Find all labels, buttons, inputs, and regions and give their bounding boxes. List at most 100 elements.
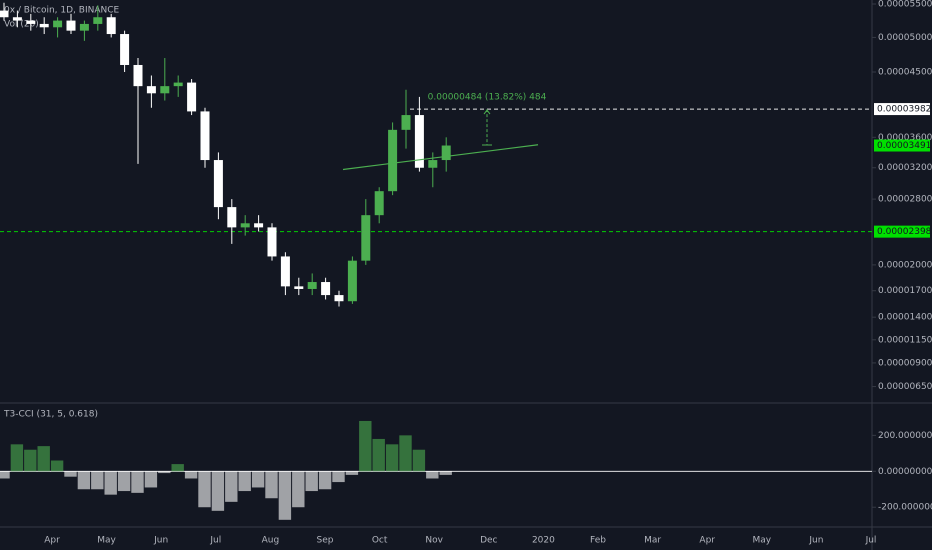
x-tick-label: Nov <box>425 536 443 546</box>
x-tick-label: Mar <box>644 536 661 546</box>
candle-body <box>120 34 130 65</box>
x-tick-label: 2020 <box>532 536 555 546</box>
candle-body <box>0 10 9 18</box>
candle-body <box>187 82 197 112</box>
price-label-box <box>874 139 930 152</box>
candle-body <box>240 223 250 228</box>
candle-body <box>53 20 63 28</box>
cci-bar <box>251 471 265 488</box>
price-label-box <box>874 103 930 116</box>
candle-body <box>133 64 143 87</box>
x-tick-label: Dec <box>480 536 497 546</box>
cci-bar <box>225 471 238 502</box>
candle-body <box>280 256 290 287</box>
cci-bar <box>318 471 332 490</box>
candle-body <box>321 282 331 296</box>
candle-body <box>361 215 371 261</box>
candle-body <box>93 17 103 24</box>
y-tick-label: 0.00001150 <box>878 335 932 345</box>
y-tick-label: 0.00000900 <box>878 358 932 368</box>
cci-bar <box>399 435 412 472</box>
x-tick-label: Jun <box>808 536 823 546</box>
y-tick-label: 0.00001400 <box>878 313 932 323</box>
y-tick-label: 0.00005000 <box>878 33 932 43</box>
cci-bar <box>104 471 117 495</box>
candle-body <box>200 111 210 161</box>
candle-body <box>441 145 451 161</box>
cci-bar <box>278 471 292 520</box>
candle-body <box>347 260 357 302</box>
cci-bar <box>238 471 251 492</box>
volume-label: Vol (20) <box>4 20 39 30</box>
candle-body <box>106 17 116 35</box>
candle-body <box>388 129 398 192</box>
cci-bar <box>211 471 225 511</box>
cci-bar <box>24 449 37 472</box>
candle-body <box>12 17 22 21</box>
measure-label: 0.00000484 (13.82%) 484 <box>428 93 547 103</box>
indicator-title: T3-CCI (31, 5, 0.618) <box>3 410 98 420</box>
y-tick-label: 200.00000000 <box>878 431 932 441</box>
y-tick-label: 0.00000650 <box>878 382 932 392</box>
cci-bar <box>10 444 24 472</box>
price-label: 0.00002398 <box>877 227 932 237</box>
cci-bar <box>439 471 452 475</box>
cci-bar <box>50 460 64 472</box>
cci-bar <box>158 471 171 474</box>
candle-body <box>267 227 277 257</box>
y-tick-label: 0.00003600 <box>878 133 932 143</box>
cci-bar <box>292 471 305 508</box>
cci-bar <box>345 471 359 475</box>
candle-body <box>66 20 76 31</box>
y-tick-label: 0.00003200 <box>878 163 932 173</box>
x-tick-label: May <box>97 536 116 546</box>
x-tick-label: Sep <box>317 536 334 546</box>
cci-bar <box>198 471 211 508</box>
candle-body <box>213 160 223 208</box>
cci-bar <box>265 471 278 499</box>
x-tick-label: May <box>752 536 771 546</box>
chart-title: 0x / Bitcoin, 1D, BINANCE <box>4 6 120 16</box>
candle-body <box>160 86 170 94</box>
cci-bar <box>131 471 144 493</box>
price-label: 0.00003982 <box>877 105 931 115</box>
cci-bar <box>64 471 77 477</box>
y-tick-label: 0.00001700 <box>878 286 932 296</box>
measure-arrow <box>483 109 491 115</box>
cci-bar <box>117 471 131 492</box>
candle-body <box>227 207 237 228</box>
cci-bar <box>144 471 158 488</box>
x-tick-label: Aug <box>262 536 280 546</box>
candle-body <box>334 295 344 302</box>
candle-body <box>173 82 183 87</box>
cci-bar <box>426 471 439 479</box>
x-tick-label: Oct <box>372 536 388 546</box>
cci-bar <box>385 444 399 472</box>
y-tick-label: 0.00004500 <box>878 67 932 77</box>
y-tick-label: 0.00000000 <box>878 467 932 477</box>
candle-body <box>254 223 264 228</box>
y-tick-label: -200.00000000 <box>878 503 932 513</box>
candle-body <box>428 160 438 168</box>
cci-bar <box>77 471 91 490</box>
x-tick-label: Jul <box>209 536 221 546</box>
x-tick-label: Feb <box>590 536 606 546</box>
candle-body <box>294 286 304 289</box>
x-tick-label: Apr <box>699 536 715 546</box>
candle-body <box>146 86 156 94</box>
cci-bar <box>412 449 426 472</box>
cci-bar <box>0 471 10 479</box>
candle-body <box>26 20 36 24</box>
cci-bar <box>184 471 198 479</box>
candle-body <box>414 115 424 168</box>
y-tick-label: 0.00002000 <box>878 260 932 270</box>
x-tick-label: Apr <box>44 536 60 546</box>
price-label: 0.00003491 <box>877 141 931 151</box>
x-tick-label: Jul <box>865 536 877 546</box>
x-tick-label: Jun <box>153 536 168 546</box>
cci-bar <box>332 471 345 483</box>
candle-body <box>307 282 317 289</box>
candle-body <box>401 115 411 130</box>
